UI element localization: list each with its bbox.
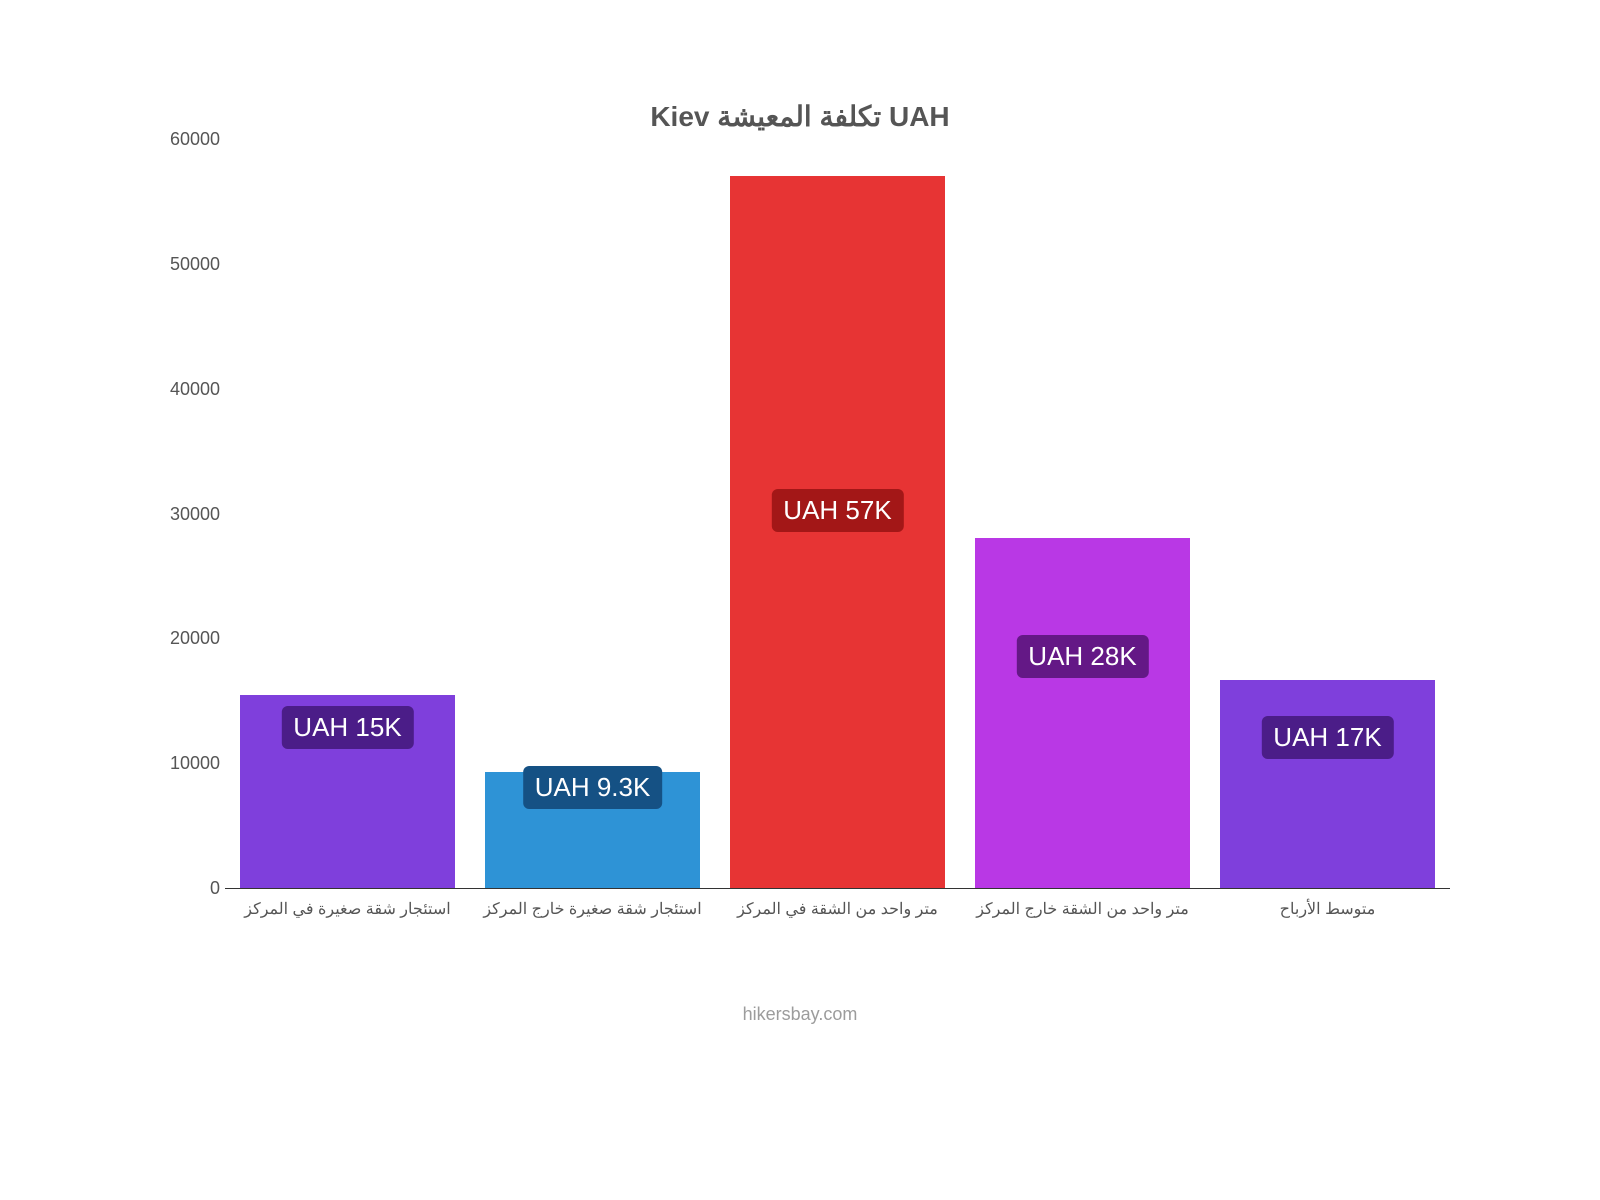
y-tick: 60000 [150,130,220,148]
bar-value-badge: UAH 57K [771,489,903,532]
bar-slot: UAH 9.3K [470,139,715,888]
chart-plot-area: 0100002000030000400005000060000 UAH 15KU… [225,139,1450,889]
bar-slot: UAH 17K [1205,139,1450,888]
bar: UAH 15K [240,695,456,888]
chart-container: Kiev تكلفة المعيشة UAH 01000020000300004… [150,100,1450,1100]
bar: UAH 17K [1220,680,1436,888]
x-label: متر واحد من الشقة خارج المركز [960,889,1205,919]
bar-value-badge: UAH 28K [1016,635,1148,678]
x-label: استئجار شقة صغيرة في المركز [225,889,470,919]
bar-value-badge: UAH 17K [1261,716,1393,759]
y-tick: 30000 [150,505,220,523]
y-tick: 0 [150,879,220,897]
y-tick: 50000 [150,255,220,273]
bar: UAH 57K [730,176,946,888]
x-label: متوسط الأرباح [1205,889,1450,919]
y-tick: 20000 [150,629,220,647]
bar: UAH 28K [975,538,1191,888]
x-axis-labels: استئجار شقة صغيرة في المركزاستئجار شقة ص… [225,889,1450,919]
y-tick: 40000 [150,380,220,398]
bar: UAH 9.3K [485,772,701,888]
y-tick: 10000 [150,754,220,772]
chart-title: Kiev تكلفة المعيشة UAH [150,100,1450,133]
bar-value-badge: UAH 9.3K [523,766,663,809]
x-label: استئجار شقة صغيرة خارج المركز [470,889,715,919]
bar-slot: UAH 57K [715,139,960,888]
bar-slot: UAH 15K [225,139,470,888]
bar-value-badge: UAH 15K [281,706,413,749]
chart-attribution: hikersbay.com [150,1004,1450,1025]
x-label: متر واحد من الشقة في المركز [715,889,960,919]
bar-slot: UAH 28K [960,139,1205,888]
bars-group: UAH 15K UAH 9.3K UAH 57K UAH 28K UAH 17K [225,139,1450,888]
